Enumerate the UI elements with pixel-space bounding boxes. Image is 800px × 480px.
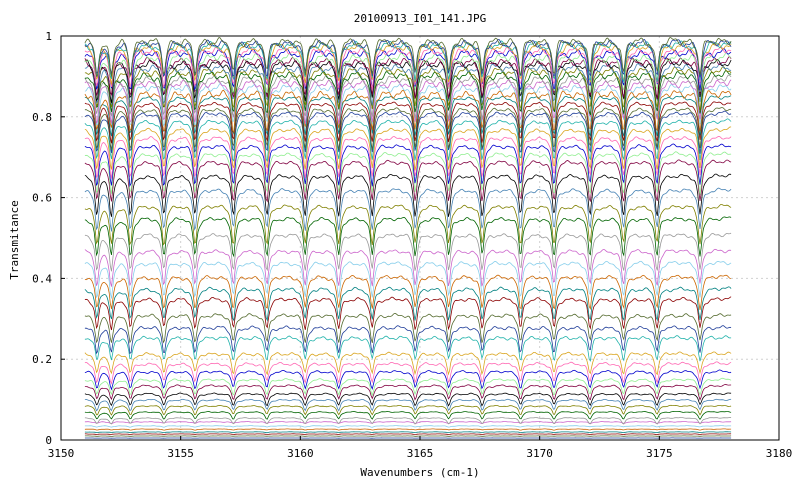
series-line	[84, 143, 732, 188]
plot-series	[84, 37, 732, 439]
series-line	[84, 107, 732, 151]
series-line	[84, 361, 732, 385]
series-line	[84, 70, 732, 116]
series-line	[84, 431, 732, 434]
series-line	[84, 118, 732, 162]
series-line	[84, 204, 732, 246]
series-line	[84, 296, 732, 331]
series-line	[84, 369, 732, 391]
y-tick-label: 1	[45, 30, 52, 43]
series-line	[84, 404, 732, 416]
x-tick-label: 3175	[646, 447, 673, 460]
series-line	[84, 392, 732, 407]
series-line	[84, 417, 732, 425]
series-line	[84, 95, 732, 137]
series-line	[84, 421, 732, 425]
axis-ticks: 3150 3155 3160 3165 3170 3175 3180 0 0.2 0.4 0.6 0.…	[32, 30, 792, 460]
series-line	[84, 286, 732, 322]
series-line	[84, 384, 732, 401]
series-line	[84, 425, 732, 428]
x-tick-label: 3165	[407, 447, 434, 460]
y-tick-label: 0.2	[32, 353, 52, 366]
series-line	[84, 135, 732, 179]
series-line	[84, 40, 732, 84]
series-line	[84, 151, 732, 196]
series-line	[84, 74, 732, 120]
grid	[60, 35, 780, 441]
y-tick-label: 0.8	[32, 111, 52, 124]
series-line	[84, 78, 732, 125]
series-line	[84, 56, 732, 99]
series-line	[84, 428, 732, 431]
series-line	[84, 274, 732, 311]
y-axis-title: Transmitance	[8, 200, 21, 279]
series-line	[84, 312, 732, 344]
series-line	[84, 232, 732, 272]
series-line	[84, 216, 732, 258]
series-line	[84, 126, 732, 171]
x-tick-label: 3170	[526, 447, 553, 460]
chart-title: 20100913_I01_141.JPG	[354, 12, 486, 25]
series-line	[84, 62, 732, 106]
series-line	[84, 410, 732, 420]
series-line	[84, 89, 732, 134]
x-tick-label: 3160	[287, 447, 314, 460]
x-axis-title: Wavenumbers (cm-1)	[360, 466, 479, 479]
series-line	[84, 325, 732, 355]
series-line	[84, 37, 732, 77]
y-tick-label: 0.4	[32, 272, 52, 285]
series-line	[84, 377, 732, 397]
x-tick-label: 3180	[766, 447, 793, 460]
series-line	[84, 435, 732, 437]
series-line	[84, 58, 732, 103]
x-tick-label: 3155	[167, 447, 194, 460]
series-line	[84, 65, 732, 112]
series-line	[84, 260, 732, 299]
series-line	[84, 351, 732, 376]
series-line	[84, 433, 732, 435]
series-line	[84, 101, 732, 144]
series-line	[84, 248, 732, 287]
series-line	[84, 159, 732, 203]
series-line	[84, 173, 732, 217]
y-tick-label: 0.6	[32, 192, 52, 205]
series-line	[84, 187, 732, 232]
y-tick-label: 0	[45, 434, 52, 447]
series-line	[84, 398, 732, 412]
series-line	[84, 335, 732, 362]
x-tick-label: 3150	[48, 447, 75, 460]
